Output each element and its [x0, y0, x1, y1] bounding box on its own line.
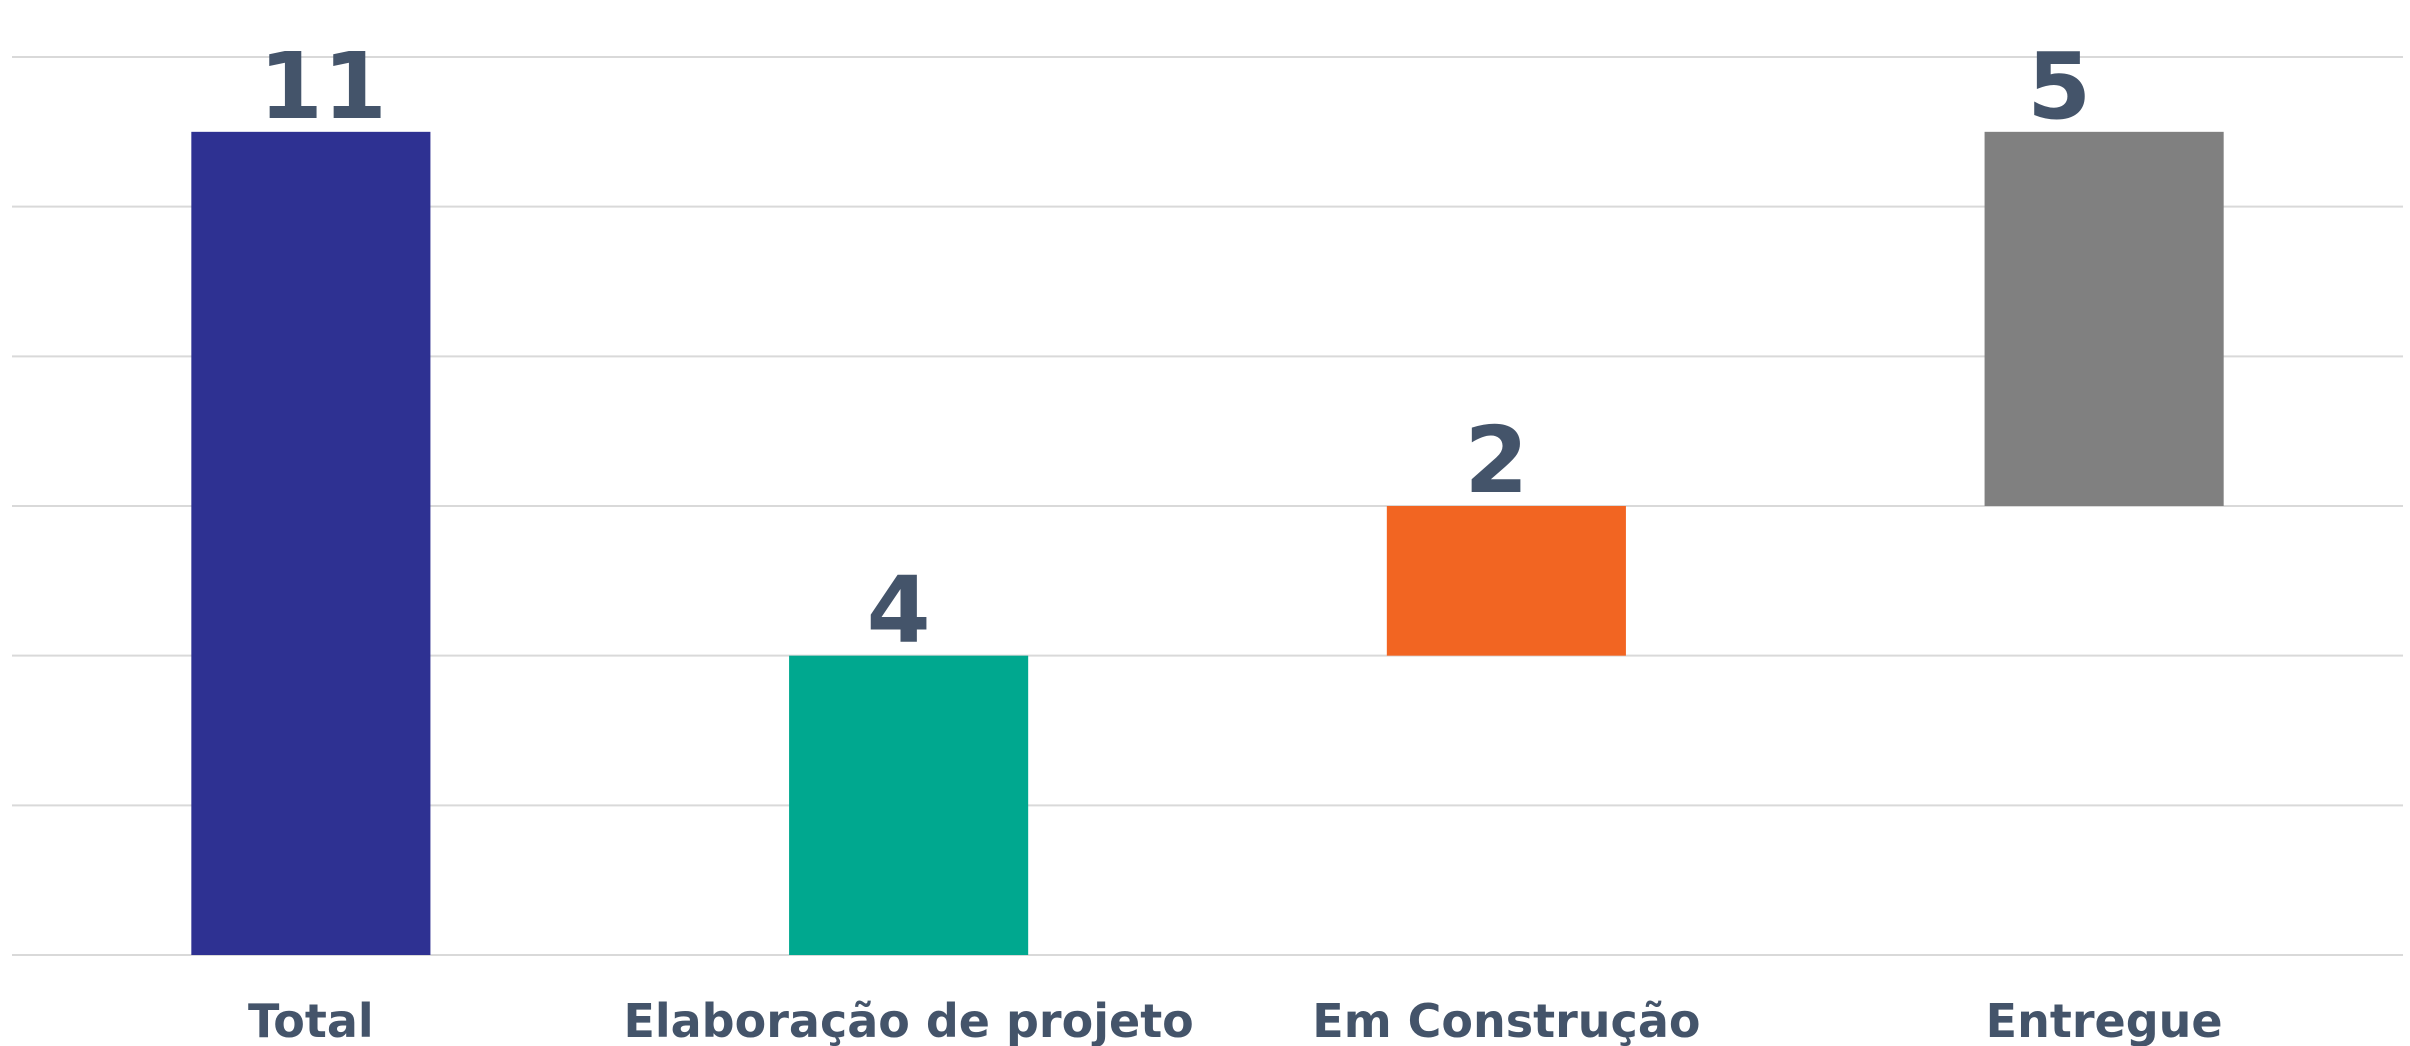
value-label: 5 — [2027, 33, 2091, 140]
bar — [191, 131, 431, 956]
value-label: 11 — [259, 33, 387, 140]
value-label: 2 — [1464, 407, 1528, 514]
x-tick-label: Entregue — [1986, 994, 2223, 1046]
x-tick-label: Em Construção — [1312, 994, 1700, 1046]
x-tick-label: Total — [248, 994, 374, 1046]
bar — [789, 655, 1029, 955]
bar — [1984, 131, 2224, 507]
x-tick-label: Elaboração de projeto — [623, 994, 1193, 1046]
value-label: 4 — [867, 557, 931, 664]
bar — [1386, 506, 1626, 656]
